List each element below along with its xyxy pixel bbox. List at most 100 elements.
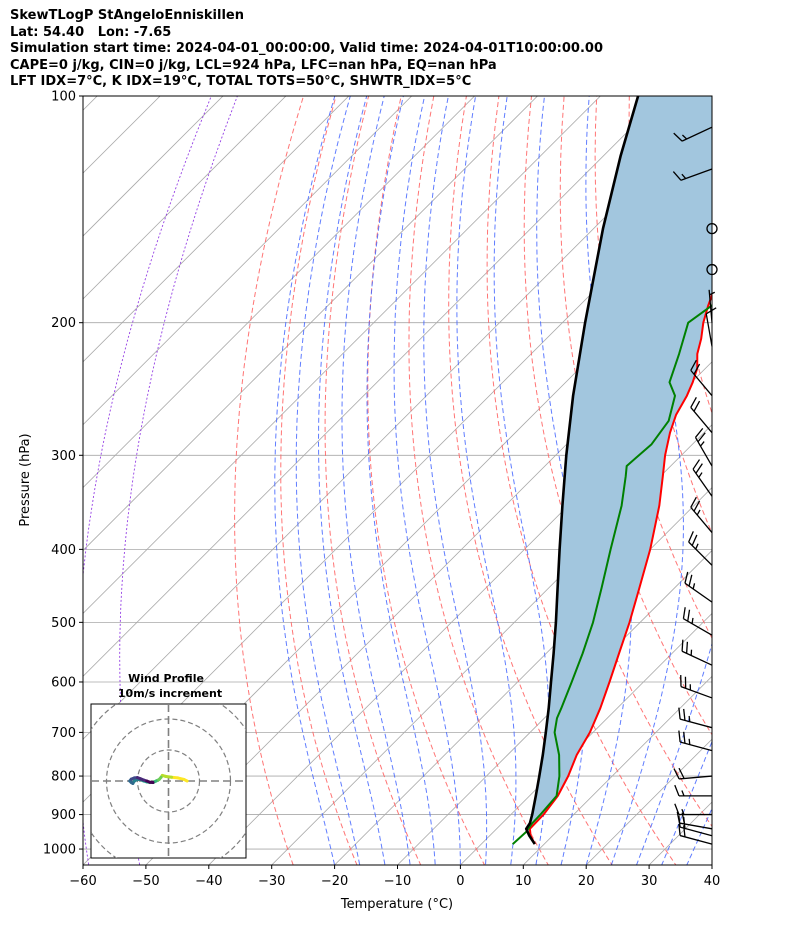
wind-barb: [673, 126, 713, 142]
barb-feather: [684, 571, 689, 584]
barb-feather: [688, 738, 691, 745]
barb-feather: [687, 609, 691, 622]
y-tick-label: 100: [51, 90, 76, 105]
barb-feather: [683, 708, 686, 721]
barb-feather: [678, 767, 685, 779]
x-tick-label: −20: [321, 874, 348, 889]
barb-feather: [676, 811, 681, 824]
isotherm-line: [522, 675, 712, 865]
isotherm-line: [83, 96, 413, 426]
barb-feather: [695, 543, 699, 550]
isotherm-line: [83, 96, 601, 614]
barb-feather: [674, 784, 680, 797]
wind-barb: [682, 607, 713, 636]
chart-title: SkewTLogP StAngeloEnniskillen: [10, 8, 244, 23]
moist-adiabat: [456, 96, 517, 865]
dry-adiabat: [448, 96, 613, 865]
barb-shaft: [684, 582, 713, 603]
barb-feather: [678, 707, 681, 720]
x-tick-label: −40: [195, 874, 222, 889]
isotherm-line: [334, 487, 712, 865]
isotherm-line: [760, 62, 794, 881]
mixing-ratio-line: [119, 96, 238, 865]
wind-barb: [690, 359, 713, 397]
y-tick-label: 800: [51, 770, 76, 785]
barb-feather: [694, 427, 704, 438]
dry-adiabat: [324, 96, 422, 865]
wind-barb: [673, 767, 713, 780]
barb-feather: [682, 607, 686, 619]
y-tick-label: 600: [51, 675, 76, 690]
y-tick-label: 200: [51, 316, 76, 331]
wind-barb: [674, 784, 712, 797]
barb-feather: [683, 825, 686, 837]
index-values: LFT IDX=7°C, K IDX=19°C, TOTAL TOTS=50°C…: [10, 74, 472, 89]
hodograph-subtitle: 10m/s increment: [118, 687, 222, 700]
barb-shaft: [688, 541, 713, 566]
isotherm-line: [0, 62, 69, 881]
barb-feather: [681, 808, 685, 815]
temperature-profile-line: [528, 292, 712, 845]
x-tick-label: 0: [456, 874, 464, 889]
wind-barb: [706, 263, 718, 276]
wind-barb: [690, 496, 713, 534]
data-layer: [512, 96, 712, 845]
barb-shaft: [694, 437, 713, 467]
barb-feather: [692, 583, 696, 590]
isotherm-line: [271, 424, 712, 865]
barb-feather: [690, 359, 697, 371]
barb-feather: [691, 534, 698, 546]
barb-shaft: [681, 650, 713, 666]
dry-adiabat: [789, 62, 794, 881]
moist-adiabat: [393, 96, 461, 865]
barb-feather: [681, 790, 685, 797]
wind-barb: [678, 730, 713, 752]
barb-feather: [672, 171, 682, 181]
barb-shaft: [683, 618, 713, 636]
barb-feather: [685, 641, 689, 654]
barb-feather: [709, 291, 716, 296]
x-tick-label: −30: [258, 874, 285, 889]
wind-barb: [706, 222, 718, 235]
barb-shaft: [679, 775, 713, 780]
location-coordinates: Lat: 54.40 Lon: -7.65: [10, 24, 172, 40]
barb-feather: [691, 617, 694, 624]
hodograph-inset: Wind Profile 10m/s increment: [90, 672, 247, 859]
wind-barb: [708, 289, 716, 323]
barb-feather: [693, 363, 701, 375]
dry-adiabat: [367, 96, 486, 865]
barb-feather: [681, 134, 688, 140]
isotherm-line: [585, 738, 712, 865]
parcel_profile-profile-line: [524, 96, 640, 845]
barb-shaft: [680, 686, 713, 699]
barb-feather: [690, 396, 697, 408]
moist-adiabat: [661, 740, 712, 865]
barb-shaft: [679, 826, 713, 837]
y-tick-label: 1000: [43, 843, 76, 858]
isotherm-line: [396, 549, 712, 865]
chart-header: SkewTLogP StAngeloEnniskillen Lat: 54.40…: [10, 8, 780, 91]
barb-shaft: [681, 126, 713, 142]
barb-shaft: [690, 506, 713, 534]
isotherm-line: [83, 96, 664, 677]
barb-feather: [673, 132, 683, 142]
barb-feather: [674, 803, 680, 815]
barb-shaft: [679, 741, 713, 752]
calm-wind-circle: [706, 222, 718, 235]
y-tick-label: 900: [51, 808, 76, 823]
x-axis-title: Temperature (°C): [340, 897, 453, 912]
wind-barb: [684, 571, 713, 603]
y-axis-title: Pressure (hPa): [18, 433, 33, 526]
dry-adiabat: [234, 96, 305, 865]
barb-feather: [692, 459, 701, 470]
hodograph-plot: [91, 704, 246, 858]
dry-adiabat: [408, 96, 549, 865]
wind-barbs: [672, 126, 718, 845]
barb-feather: [693, 500, 701, 512]
barb-feather: [673, 768, 680, 780]
barb-feather: [683, 731, 686, 744]
calm-wind-circle: [706, 263, 718, 276]
barb-feather: [697, 432, 706, 443]
isotherm-line: [83, 96, 350, 363]
